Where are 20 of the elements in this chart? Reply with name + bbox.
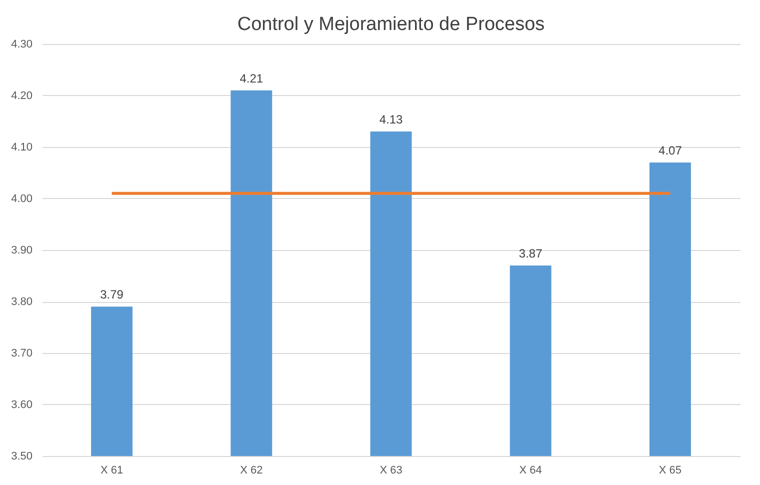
y-tick-label: 3.50	[11, 450, 32, 462]
y-tick-label: 4.30	[11, 38, 32, 50]
y-tick-label: 3.70	[11, 348, 32, 360]
data-label: 4.07	[658, 143, 682, 158]
data-label: 4.13	[379, 112, 403, 127]
x-tick-label: X 61	[100, 464, 124, 476]
x-tick-label: X 63	[380, 464, 402, 476]
y-tick-label: 3.60	[11, 399, 32, 411]
y-tick-label: 3.80	[11, 296, 32, 308]
data-label: 3.79	[100, 288, 124, 302]
chart-title: Control y Mejoramiento de Procesos	[237, 14, 545, 35]
x-tick-label: X 65	[658, 464, 682, 476]
x-tick-label: X 64	[519, 464, 542, 476]
data-label: 4.21	[240, 71, 264, 86]
x-tick-label: X 62	[240, 464, 263, 476]
y-tick-label: 4.20	[11, 90, 32, 102]
y-tick-label: 4.10	[11, 142, 32, 154]
data-label: 3.87	[518, 246, 543, 260]
y-tick-label: 4.00	[11, 193, 32, 205]
y-tick-label: 3.90	[11, 244, 32, 256]
